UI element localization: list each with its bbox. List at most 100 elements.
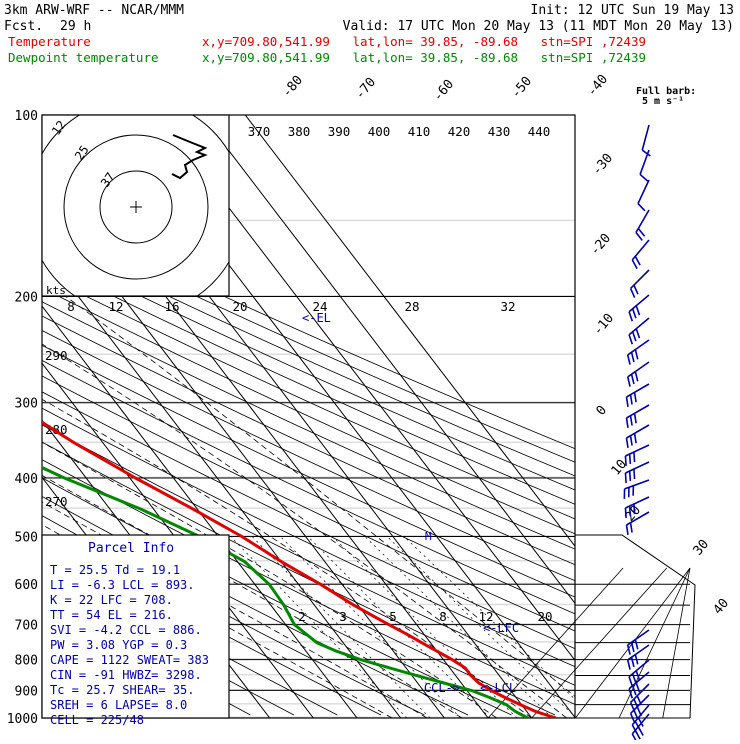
isotherm-line	[202, 115, 663, 718]
dry-adiabat-label: 370	[248, 124, 271, 139]
barb-flag	[632, 657, 634, 667]
barb-flag	[635, 350, 637, 360]
barb-flag	[632, 352, 634, 362]
dry-adiabat-label: 400	[368, 124, 391, 139]
mixing-ratio-label: 8	[439, 609, 447, 624]
isotherm-label: -10	[591, 311, 618, 339]
parcel-mark: M	[425, 530, 432, 543]
forecast-hours: 29 h	[60, 19, 91, 34]
barb-shaft	[640, 150, 649, 174]
isotherm-label: 40	[711, 596, 733, 618]
barb-flag	[640, 174, 648, 181]
wind-barb	[636, 210, 649, 240]
isotherm-label: 10	[609, 457, 631, 479]
parcel-info-row: K = 22 LFC = 708.	[50, 593, 173, 607]
barb-flag	[638, 204, 645, 211]
wind-barb	[628, 340, 649, 365]
barb-flag	[631, 436, 633, 446]
dry-adiabat-label: 380	[288, 124, 311, 139]
mixing-ratio-label: 20	[537, 609, 552, 624]
wind-barb	[626, 384, 649, 407]
mixing-ratio-label: 2	[298, 609, 306, 624]
pressure-label: 100	[15, 109, 38, 124]
isotherm-label: 0	[594, 403, 611, 419]
barb-flag	[635, 256, 640, 265]
barb-shaft	[642, 125, 649, 150]
dewpoint-location: x,y=709.80,541.99 lat,lon= 39.85, -89.68…	[202, 50, 646, 65]
barb-flag	[631, 416, 633, 426]
dry-adiabat-label: 440	[528, 124, 551, 139]
parcel-info-row: LI = -6.3 LCL = 893.	[50, 578, 195, 592]
parcel-info-row: Tc = 25.7 SHEAR= 35.	[50, 683, 195, 697]
barb-flag	[625, 473, 626, 483]
barb-flag	[629, 312, 632, 321]
level-annotation: <-LFC	[483, 621, 519, 635]
wind-barb	[629, 295, 649, 321]
parcel-info-row: CAPE = 1122 SWEAT= 383	[50, 653, 209, 667]
dry-adiabat-label: 430	[488, 124, 511, 139]
barb-flag	[635, 392, 637, 402]
forecast-label: Fcst.	[4, 19, 43, 34]
init-time: Init: 12 UTC Sun 19 May 13	[531, 3, 735, 18]
valid-time: Valid: 17 UTC Mon 20 May 13 (11 MDT Mon …	[343, 19, 734, 34]
barb-flag	[630, 471, 631, 481]
barb-flag	[636, 329, 639, 338]
isotherm-label: 30	[691, 537, 713, 559]
barb-flag	[635, 372, 637, 382]
parcel-info-title: Parcel Info	[88, 541, 174, 556]
barb-flag	[631, 288, 635, 297]
wind-barb	[629, 660, 649, 686]
barb-flag	[629, 677, 632, 686]
barb-flag	[638, 228, 644, 236]
pressure-label: 300	[15, 397, 38, 412]
isotherm-label: -60	[431, 77, 458, 105]
isotherm-label: -20	[588, 231, 615, 259]
barb-flag	[632, 374, 634, 384]
isotherm-label: -40	[585, 72, 612, 100]
barb-flag	[634, 452, 635, 462]
parcel-info-row: SVI = -4.2 CCL = 886.	[50, 623, 202, 637]
barb-flag	[626, 418, 628, 428]
barb-flag	[636, 306, 639, 315]
barb-flag	[630, 454, 631, 464]
barb-flag	[635, 433, 637, 443]
pressure-label: 700	[15, 619, 38, 634]
barb-shaft	[638, 180, 649, 204]
wind-legend-value: 5 m s⁻¹	[642, 96, 684, 107]
barb-flag	[628, 355, 630, 365]
theta-label: 270	[45, 494, 68, 509]
mixing-ratio-label: 28	[404, 299, 419, 314]
temperature-location: x,y=709.80,541.99 lat,lon= 39.85, -89.68…	[202, 34, 646, 49]
hodograph-unit-label: kts	[46, 284, 66, 297]
dewpoint-legend: Dewpoint temperature	[8, 50, 159, 65]
barb-flag	[638, 727, 643, 736]
barb-flag	[635, 640, 637, 650]
barb-flag	[631, 395, 633, 405]
dry-adiabat-label: 410	[408, 124, 431, 139]
isotherm-label: -80	[280, 73, 307, 101]
wind-barb	[638, 180, 649, 211]
barb-flag	[626, 438, 628, 448]
wind-barb	[626, 405, 649, 428]
barb-flag	[625, 456, 626, 466]
barb-flag	[633, 309, 636, 318]
model-title: 3km ARW-WRF -- NCAR/MMM	[4, 3, 184, 18]
mixing-ratio-label: 12	[108, 299, 123, 314]
isotherm-line	[245, 115, 706, 718]
mixing-ratio-label: 5	[389, 609, 397, 624]
parcel-info-row: CELL = 225/48	[50, 713, 144, 727]
parcel-info-row: T = 25.5 Td = 19.1	[50, 563, 180, 577]
wind-barb	[624, 480, 649, 499]
pressure-label: 400	[15, 472, 38, 487]
level-annotation: <-EL	[302, 311, 331, 325]
barb-flag	[634, 469, 635, 479]
parcel-info-row: CIN = -91 HWBZ= 3298.	[50, 668, 202, 682]
parcel-info-box: Parcel Info T = 25.5 Td = 19.1LI = -6.3 L…	[42, 535, 229, 727]
dry-adiabat-label: 420	[448, 124, 471, 139]
pressure-label: 500	[15, 530, 38, 545]
mixing-ratio-label: 3	[339, 609, 347, 624]
barb-flag	[626, 397, 628, 407]
barb-flag	[625, 508, 626, 518]
mixing-ratio-label: 32	[500, 299, 515, 314]
temperature-legend: Temperature	[8, 34, 91, 49]
